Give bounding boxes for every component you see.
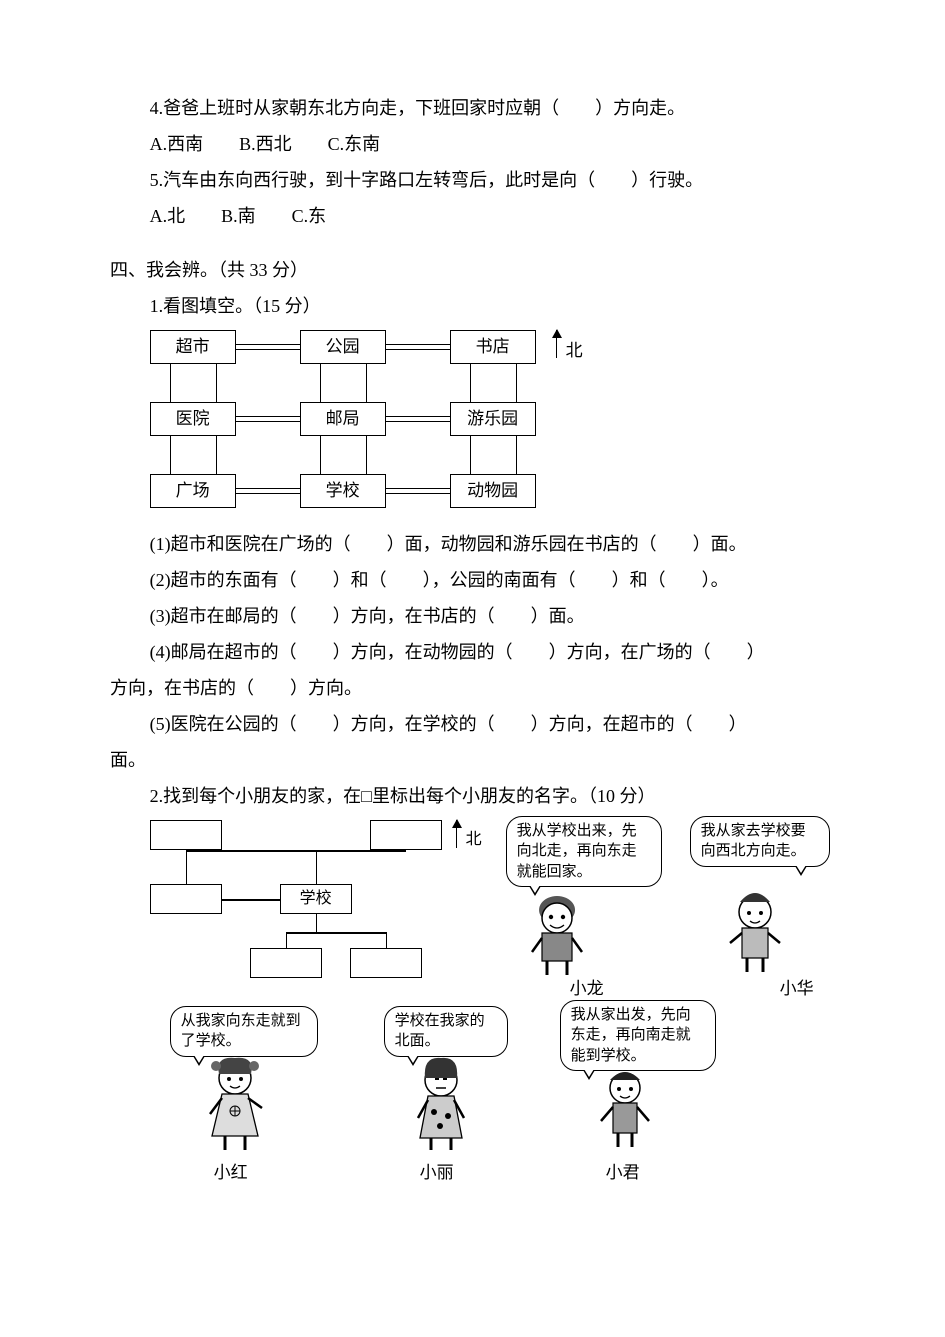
north-indicator (556, 330, 558, 358)
grid-map-diagram: 超市 公园 书店 医院 邮局 游乐园 广场 学校 动物园 北 (150, 330, 650, 520)
section-4-title: 四、我会辨。（共 33 分） (110, 252, 835, 288)
grid-cell-park: 公园 (300, 330, 386, 364)
grid-vline (170, 364, 172, 402)
map-line (386, 932, 388, 948)
speech-bubble-xiaojun: 我从家出发，先向东走，再向南走就能到学校。 (560, 1000, 716, 1071)
map-line (186, 850, 316, 852)
question-5-options: A.北 B.南 C.东 (110, 198, 835, 234)
map-box-nw (150, 820, 222, 850)
grid-vline (216, 364, 218, 402)
s4q1-sub3: (3)超市在邮局的（ ）方向，在书店的（ ）面。 (110, 598, 835, 634)
s4q1-title: 1.看图填空。（15 分） (110, 288, 835, 324)
grid-vline (366, 364, 368, 402)
question-5-text: 5.汽车由东向西行驶，到十字路口左转弯后，此时是向（ ）行驶。 (110, 162, 835, 198)
speech-bubble-xiaohong: 从我家向东走就到了学校。 (170, 1006, 318, 1057)
map-line (286, 932, 288, 948)
grid-hline (386, 488, 450, 494)
child-icon-xiaojun (590, 1066, 660, 1160)
kid-name-xiaoli: 小丽 (420, 1156, 454, 1190)
map-box-school: 学校 (280, 884, 352, 914)
arrow-up-icon (456, 820, 458, 848)
grid-hline (236, 416, 300, 422)
grid-hline (386, 416, 450, 422)
s4q1-sub1: (1)超市和医院在广场的（ ）面，动物园和游乐园在书店的（ ）面。 (110, 526, 835, 562)
grid-vline (366, 436, 368, 474)
map-line (286, 932, 386, 934)
grid-vline (516, 436, 518, 474)
north-indicator-2 (456, 820, 458, 848)
speech-bubble-xiaoli: 学校在我家的北面。 (384, 1006, 508, 1057)
map-line (316, 850, 406, 852)
child-icon-xiaohong (200, 1056, 270, 1156)
map-box-ne (370, 820, 442, 850)
grid-cell-supermarket: 超市 (150, 330, 236, 364)
question-4-options: A.西南 B.西北 C.东南 (110, 126, 835, 162)
map-box-s2 (350, 948, 422, 978)
s4q1-sub5b: 面。 (110, 742, 835, 778)
s4q1-sub4a: (4)邮局在超市的（ ）方向，在动物园的（ ）方向，在广场的（ ） (110, 634, 835, 670)
map-box-w (150, 884, 222, 914)
grid-hline (236, 488, 300, 494)
map-line (222, 899, 280, 901)
arrow-up-icon (556, 330, 558, 358)
kid-name-xiaohua: 小华 (780, 972, 814, 1006)
map-line (316, 914, 318, 932)
north-label-2: 北 (466, 824, 482, 856)
child-icon-xiaoli (406, 1056, 476, 1156)
grid-vline (216, 436, 218, 474)
s4q1-sub4b: 方向，在书店的（ ）方向。 (110, 670, 835, 706)
grid-cell-zoo: 动物园 (450, 474, 536, 508)
speech-bubble-xiaolong: 我从学校出来，先向北走，再向东走就能回家。 (506, 816, 662, 887)
child-icon-xiaohua (720, 888, 790, 978)
north-label: 北 (566, 334, 583, 368)
grid-vline (320, 436, 322, 474)
grid-cell-amusement: 游乐园 (450, 402, 536, 436)
grid-vline (470, 364, 472, 402)
grid-vline (470, 436, 472, 474)
grid-vline (170, 436, 172, 474)
s4q1-sub2: (2)超市的东面有（ ）和（ ），公园的南面有（ ）和（ ）。 (110, 562, 835, 598)
map-line (186, 850, 188, 884)
kid-name-xiaojun: 小君 (606, 1156, 640, 1190)
child-icon-xiaolong (522, 888, 592, 978)
grid-cell-hospital: 医院 (150, 402, 236, 436)
spacer (110, 234, 835, 252)
map-box-s1 (250, 948, 322, 978)
grid-cell-school: 学校 (300, 474, 386, 508)
grid-hline (236, 344, 300, 350)
grid-cell-postoffice: 邮局 (300, 402, 386, 436)
s4q1-sub5a: (5)医院在公园的（ ）方向，在学校的（ ）方向，在超市的（ ） (110, 706, 835, 742)
grid-vline (516, 364, 518, 402)
map-line (316, 850, 318, 884)
home-map-diagram: 学校 北 我从学校出来，先向北走，再向东走就能回家。 小龙 我从家去学校要向西北… (150, 820, 870, 1180)
grid-vline (320, 364, 322, 402)
s4q2-title: 2.找到每个小朋友的家，在□里标出每个小朋友的名字。（10 分） (110, 778, 835, 814)
grid-cell-bookstore: 书店 (450, 330, 536, 364)
grid-hline (386, 344, 450, 350)
question-4-text: 4.爸爸上班时从家朝东北方向走，下班回家时应朝（ ）方向走。 (110, 90, 835, 126)
speech-bubble-xiaohua: 我从家去学校要向西北方向走。 (690, 816, 830, 867)
kid-name-xiaohong: 小红 (214, 1156, 248, 1190)
grid-cell-plaza: 广场 (150, 474, 236, 508)
